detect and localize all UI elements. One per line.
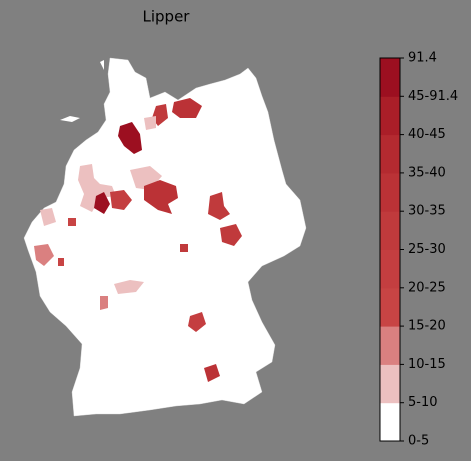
colorbar-label: 45-91.4 [408,89,458,104]
colorbar-label: 25-30 [408,242,446,257]
colorbar-segment [380,364,400,404]
region-highlight [188,312,206,332]
germany-outline [23,57,307,417]
colorbar-segment [380,211,400,250]
island [100,60,104,70]
colorbar-label: 15-20 [408,319,446,334]
colorbar-label: 5-10 [408,395,438,410]
region-highlight [34,244,54,266]
colorbar-segment [380,96,400,136]
region-highlight [180,244,188,252]
colorbar-segment [380,287,400,327]
colorbar-segment [380,402,400,442]
colorbar-label: 30-35 [408,204,446,219]
colorbar: 0-5 5-10 10-15 15-20 20-25 25-30 30-35 35-40 40-… [379,51,458,449]
colorbar-label: 91.4 [408,51,437,66]
region-highlight [208,192,230,220]
colorbar-label: 35-40 [408,165,446,180]
island [60,116,80,122]
region-highlight [114,280,144,294]
colorbar-segment [380,172,400,212]
region-highlight [58,258,64,266]
region-highlight [220,224,242,246]
colorbar-segment [380,134,400,174]
region-highlight [110,190,132,210]
region-highlight [78,164,116,212]
region-highlight [100,296,108,310]
colorbar-label: 40-45 [408,127,446,142]
colorbar-segment [380,58,400,97]
region-highlight [118,122,142,154]
colorbar-segment [380,326,400,365]
region-highlight [94,192,110,214]
region-highlight [144,116,156,130]
germany-map [23,57,307,417]
colorbar-label: 0-5 [408,434,429,449]
region-highlight [204,364,220,382]
region-highlight [172,98,202,118]
colorbar-label: 10-15 [408,357,446,372]
colorbar-segment [380,249,400,289]
region-highlight [144,180,178,214]
region-highlight [40,208,56,226]
map-title: Lipper [143,8,191,26]
region-highlight [68,218,76,226]
colorbar-label: 20-25 [408,280,446,295]
